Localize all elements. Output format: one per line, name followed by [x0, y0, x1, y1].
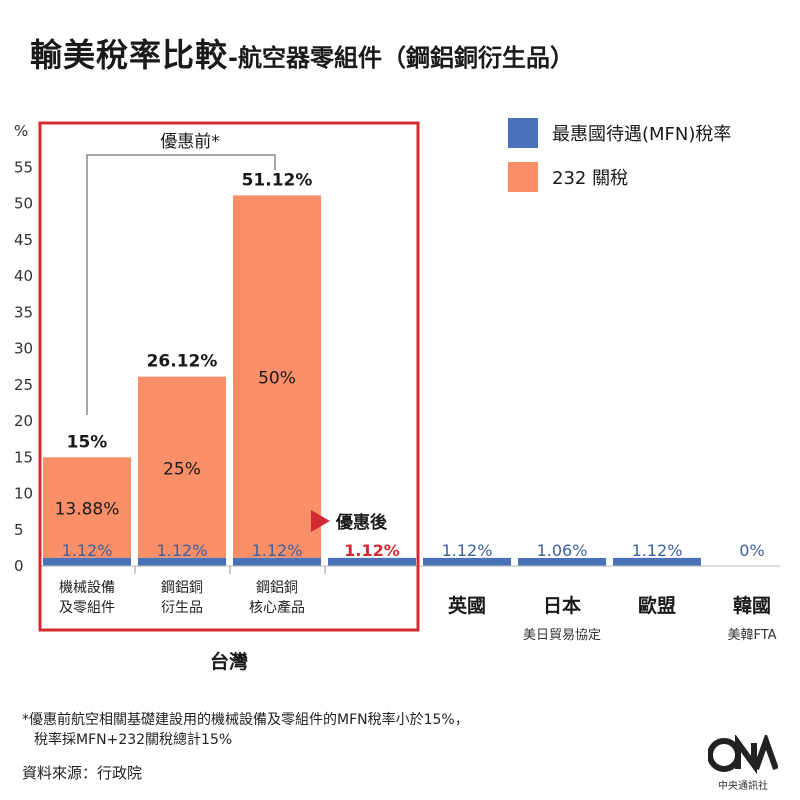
y-tick-label: 10	[14, 485, 33, 503]
y-tick-label: 50	[14, 195, 33, 213]
data-label-total: 15%	[67, 432, 108, 452]
bar-mfn	[138, 557, 226, 566]
data-label-mfn: 1.12%	[252, 541, 303, 560]
y-tick-label: 5	[14, 521, 24, 539]
bar-mfn	[518, 558, 606, 566]
y-tick-label: 0	[14, 557, 24, 575]
category-label: 日本	[543, 594, 581, 617]
data-label-mfn: 1.12%	[442, 541, 493, 560]
legend-label-232: 232 關稅	[552, 168, 629, 189]
data-label-mfn: 1.12%	[157, 541, 208, 560]
category-sublabel: 美日貿易協定	[523, 628, 601, 643]
annotation-after: 優惠後	[335, 512, 388, 533]
data-label-mfn: 1.12%	[62, 541, 113, 560]
legend: 最惠國待遇(MFN)稅率 232 關稅	[508, 118, 731, 206]
y-tick-label: 20	[14, 412, 33, 430]
data-label-mfn: 0%	[739, 541, 764, 560]
title-main: 輸美稅率比較	[30, 36, 229, 74]
legend-item-232: 232 關稅	[508, 162, 731, 192]
title-sub: -航空器零組件（鋼鋁銅衍生品）	[228, 44, 574, 72]
bar-232-tariff	[138, 376, 226, 558]
bar-mfn	[423, 557, 511, 566]
legend-item-mfn: 最惠國待遇(MFN)稅率	[508, 118, 731, 148]
category-label: 英國	[448, 594, 486, 617]
bar-mfn	[43, 557, 131, 566]
data-label-mfn: 1.12%	[344, 541, 400, 560]
bar-mfn	[328, 557, 416, 566]
cna-logo-text: 中央通訊社	[718, 781, 768, 792]
legend-label-mfn: 最惠國待遇(MFN)稅率	[552, 124, 732, 145]
legend-swatch-232	[508, 162, 538, 192]
y-tick-label: 30	[14, 340, 33, 358]
taiwan-group-frame	[38, 121, 420, 632]
category-label: 歐盟	[638, 594, 676, 617]
data-label-232: 13.88%	[55, 500, 120, 520]
category-label: 機械設備	[59, 580, 115, 596]
y-tick-label: 40	[14, 267, 33, 285]
y-tick-label: 25	[14, 376, 33, 394]
category-label: 衍生品	[161, 600, 203, 616]
bar-mfn	[613, 557, 701, 566]
chart-title: 輸美稅率比較-航空器零組件（鋼鋁銅衍生品）	[30, 30, 574, 76]
y-tick-label: 35	[14, 303, 33, 321]
y-tick-label: 45	[14, 231, 33, 249]
annotation-before: 優惠前*	[160, 132, 220, 152]
y-tick-label: 55	[14, 158, 33, 176]
data-label-mfn: 1.06%	[537, 541, 588, 560]
bar-232-tariff	[43, 457, 131, 558]
footnote-line-2: 稅率採MFN+232關稅總計15%	[34, 732, 233, 748]
cna-logo: 中央通訊社	[707, 732, 779, 792]
cna-logo-icon	[707, 732, 779, 775]
data-label-232: 50%	[258, 369, 296, 389]
bar-232-tariff	[233, 195, 321, 558]
data-label-total: 51.12%	[242, 170, 313, 190]
source-note: 資料來源：行政院	[22, 764, 143, 782]
data-label-232: 25%	[163, 459, 201, 479]
category-label: 核心產品	[249, 599, 305, 616]
category-label: 韓國	[733, 594, 771, 617]
footnote: *優惠前航空相關基礎建設用的機械設備及零組件的MFN稅率小於15%， 稅率採MF…	[22, 710, 469, 750]
category-label: 鋼鋁銅	[161, 580, 203, 596]
after-arrow-icon	[311, 510, 330, 532]
category-label: 鋼鋁銅	[256, 580, 298, 596]
y-axis-label: %	[14, 122, 28, 140]
y-tick-label: 15	[14, 448, 33, 466]
category-label: 及零組件	[59, 600, 115, 616]
legend-swatch-mfn	[508, 118, 538, 148]
bar-chart: % 0 5 10 15 20 25 30 35 40 45 50 55 13.88% 15% 1.12% 機械設…	[14, 121, 780, 673]
group-label-taiwan: 台灣	[210, 650, 248, 673]
bar-mfn	[233, 557, 321, 566]
category-sublabel: 美韓FTA	[727, 628, 776, 643]
data-label-total: 26.12%	[147, 352, 218, 372]
data-label-mfn: 1.12%	[632, 541, 683, 560]
before-bracket	[86, 154, 276, 415]
footnote-line-1: *優惠前航空相關基礎建設用的機械設備及零組件的MFN稅率小於15%，	[22, 712, 469, 728]
